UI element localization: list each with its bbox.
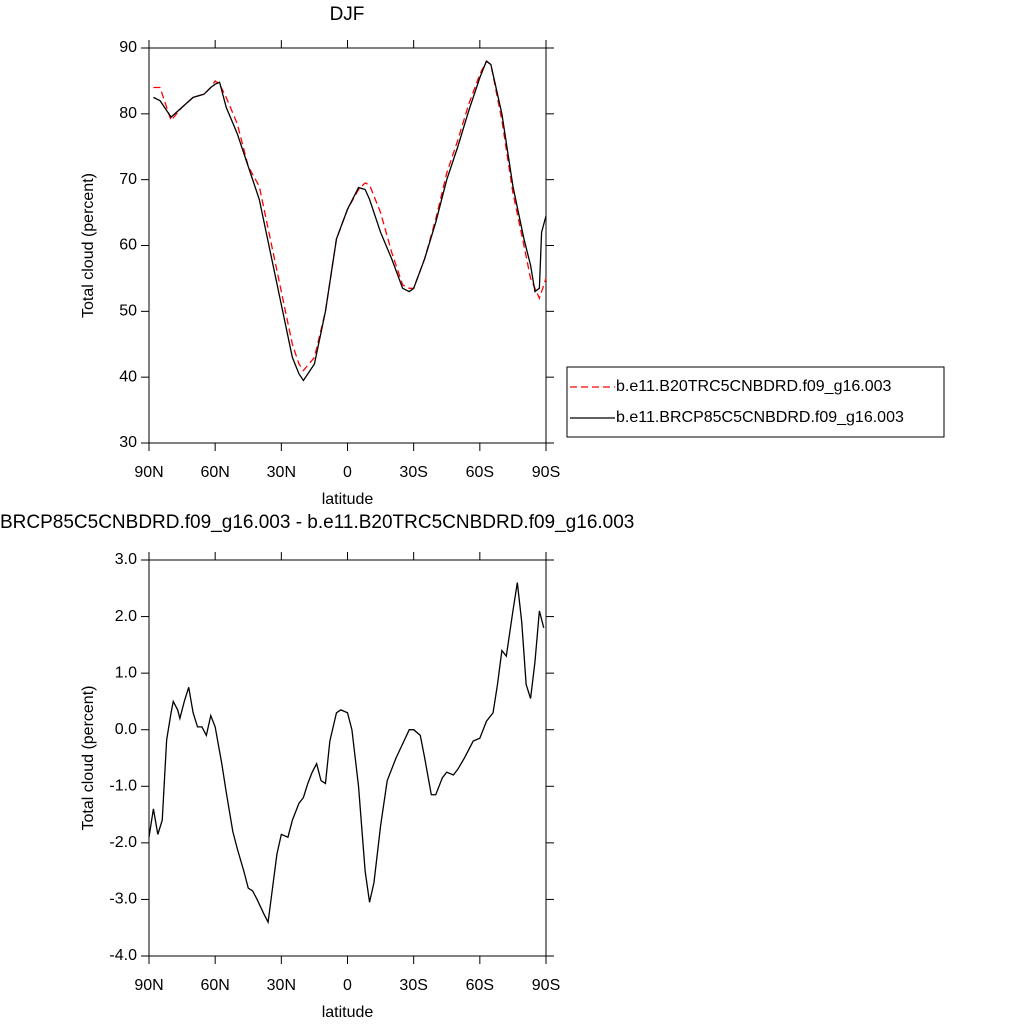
x-tick-label: 30S <box>399 977 427 994</box>
y-axis-label: Total cloud (percent) <box>80 173 97 318</box>
x-axis-label: latitude <box>322 1004 374 1021</box>
x-tick-label: 90N <box>134 977 163 994</box>
legend-label: b.e11.BRCP85C5CNBDRD.f09_g16.003 <box>616 409 904 426</box>
y-tick-label: 50 <box>119 303 137 320</box>
y-tick-label: 1.0 <box>115 664 137 681</box>
chart-title: BRCP85C5CNBDRD.f09_g16.003 - b.e11.B20TR… <box>0 512 634 533</box>
series-line <box>148 582 545 925</box>
x-axis-label: latitude <box>322 491 374 508</box>
legend-label: b.e11.B20TRC5CNBDRD.f09_g16.003 <box>616 378 892 395</box>
y-tick-label: 70 <box>119 171 137 188</box>
y-tick-label: -2.0 <box>109 834 137 851</box>
x-tick-label: 0 <box>343 977 352 994</box>
y-tick-label: 40 <box>119 368 137 385</box>
y-tick-label: 30 <box>119 434 137 451</box>
x-tick-label: 30S <box>399 464 427 481</box>
x-tick-label: 60N <box>200 464 229 481</box>
y-tick-label: -3.0 <box>109 891 137 908</box>
x-tick-label: 60S <box>466 977 494 994</box>
x-tick-label: 90S <box>532 977 560 994</box>
plot-frame <box>148 47 547 444</box>
y-tick-label: 90 <box>119 39 137 56</box>
x-tick-label: 60S <box>466 464 494 481</box>
y-tick-label: -4.0 <box>109 947 137 964</box>
y-axis-label: Total cloud (percent) <box>80 686 97 831</box>
legend-box <box>566 366 945 438</box>
y-tick-label: -1.0 <box>109 778 137 795</box>
x-tick-label: 30N <box>267 977 296 994</box>
series-line <box>153 60 547 372</box>
x-tick-label: 60N <box>200 977 229 994</box>
y-tick-label: 60 <box>119 237 137 254</box>
y-tick-label: 3.0 <box>115 551 137 568</box>
y-tick-label: 80 <box>119 105 137 122</box>
x-tick-label: 90N <box>134 464 163 481</box>
x-tick-label: 0 <box>343 464 352 481</box>
x-tick-label: 30N <box>267 464 296 481</box>
chart-title: DJF <box>330 4 365 25</box>
plot-frame <box>148 559 547 957</box>
y-tick-label: 2.0 <box>115 608 137 625</box>
series-line <box>153 60 547 382</box>
y-tick-label: 0.0 <box>115 721 137 738</box>
x-tick-label: 90S <box>532 464 560 481</box>
